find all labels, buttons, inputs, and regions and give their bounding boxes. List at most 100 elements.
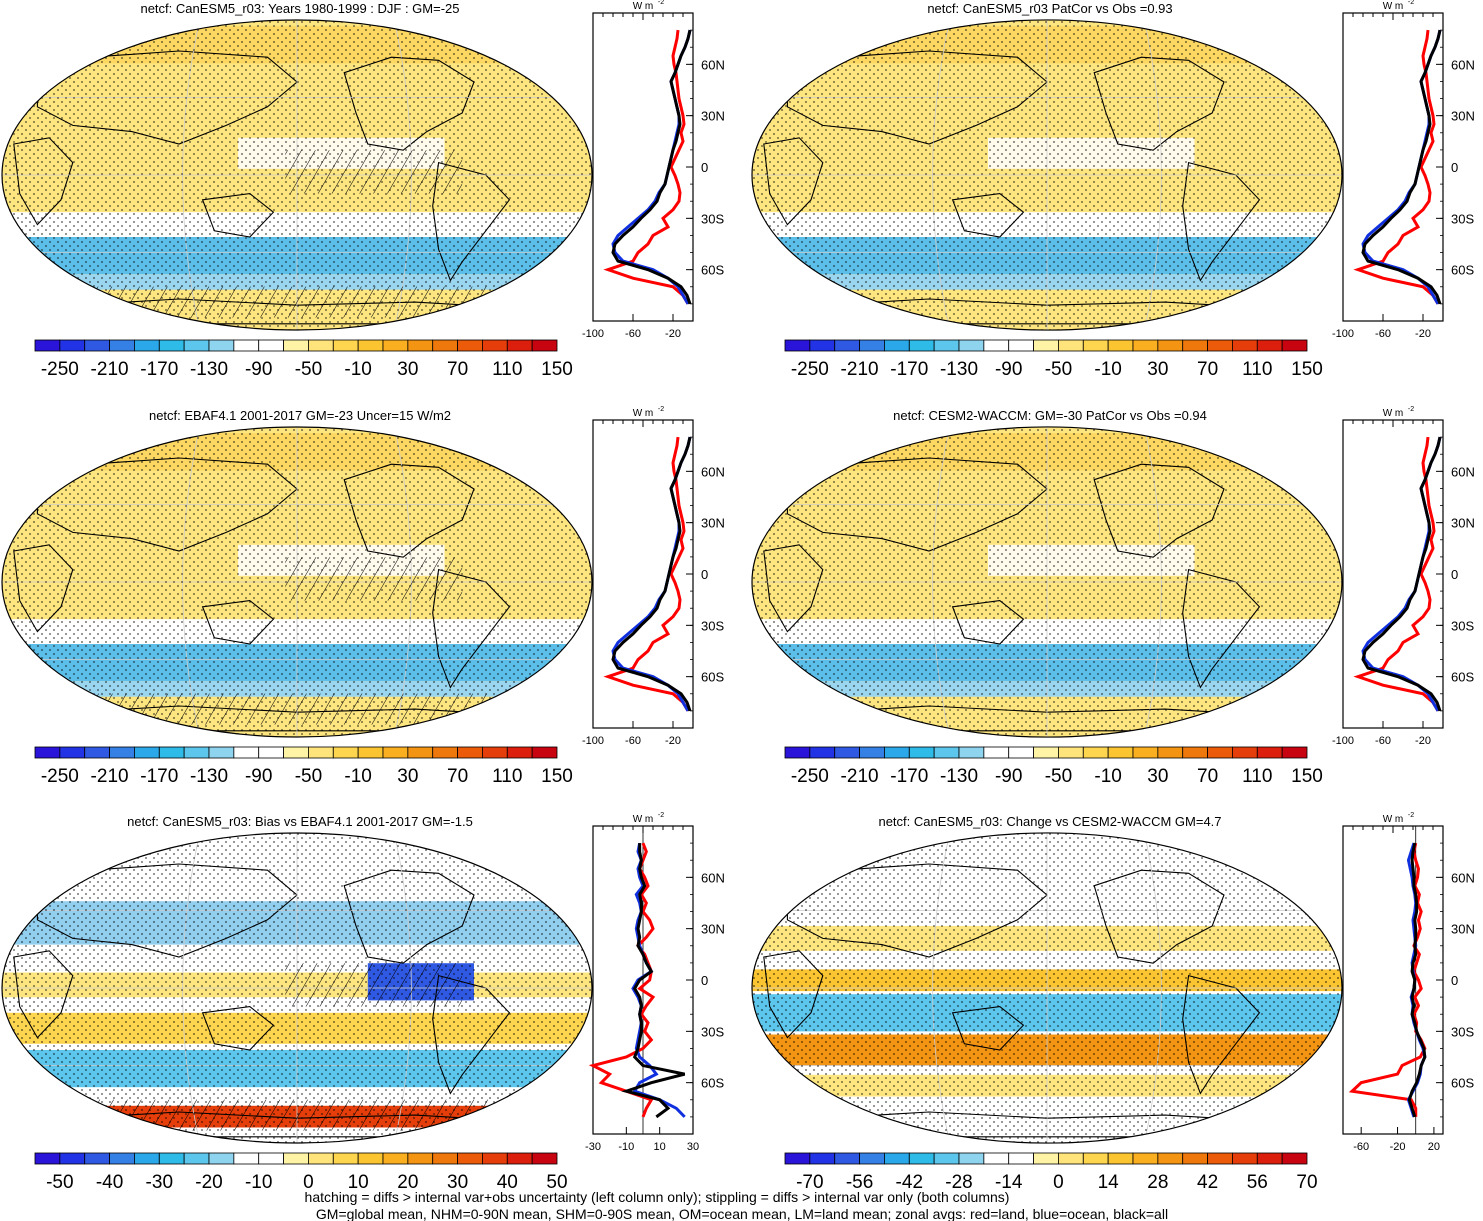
colorbar-label: -30 [146,1172,173,1193]
zonal-lat-label: 30S [1451,618,1474,633]
colorbar-label: -70 [796,1172,823,1193]
zonal-lat-label: 60S [701,670,724,685]
colorbar-box-9 [258,746,284,759]
colorbar-box-15 [407,1152,434,1165]
zonal-lat-label: 60S [1451,1076,1474,1091]
colorbar-box-12 [332,1152,359,1165]
zonal-lat-label: 30N [1451,922,1475,937]
colorbar-box-13 [357,1152,384,1165]
colorbar-box-1 [59,1152,86,1165]
colorbar-label: 30 [1147,359,1168,380]
colorbar-box-19 [506,1152,533,1165]
colorbar-box-16 [432,746,458,759]
zonal-x-tick-label: -20 [1390,1141,1406,1153]
colorbar-box-2 [834,1152,860,1165]
colorbar-label: -210 [841,359,879,380]
map-field [2,20,592,330]
zonal-units-label: W m [633,408,654,419]
zonal-lat-label: 60N [701,57,725,72]
colorbar-box-16 [1182,1152,1208,1165]
colorbar-box-0 [34,1152,61,1165]
colorbar-box-20 [531,339,558,352]
colorbar-box-8 [983,339,1010,352]
colorbar-box-9 [1008,339,1034,352]
zonal-x-tick-label: -20 [665,328,681,340]
zonal-units-label: W m [1383,814,1404,825]
zonal-units-exponent: -2 [1408,0,1414,6]
zonal-x-tick-label: 20 [1428,1141,1440,1153]
colorbar-label: 40 [497,1172,518,1193]
colorbar-box-14 [382,1152,409,1165]
colorbar-box-20 [1281,746,1308,759]
zonal-line-land [603,29,690,305]
colorbar-box-13 [1107,339,1134,352]
zonal-units-exponent: -2 [1408,406,1414,413]
hatching-southern [31,286,563,318]
colorbar-box-20 [1281,1152,1308,1165]
colorbar-box-11 [1058,339,1084,352]
hatching-southern [31,693,563,725]
colorbar-box-12 [1082,339,1109,352]
zonal-units-exponent: -2 [658,812,664,819]
zonal-lat-label: 30N [701,922,725,937]
colorbar-box-5 [158,339,185,352]
panel-p2: netcf: CanESM5_r03 PatCor vs Obs =0.93 -2… [751,0,1475,380]
colorbar-label: -10 [344,766,371,787]
colorbar-box-16 [432,1152,458,1165]
colorbar-box-14 [1132,1152,1159,1165]
colorbar-box-4 [884,1152,910,1165]
colorbar-box-1 [809,746,836,759]
zonal-lat-label: 30S [701,1024,724,1039]
colorbar-label: -10 [1094,766,1121,787]
colorbar-box-13 [1107,746,1134,759]
zonal-line-all [1361,29,1442,305]
colorbar-box-11 [308,339,334,352]
zonal-lat-label: 0 [1451,160,1458,175]
colorbar-box-15 [1157,339,1184,352]
colorbar-box-17 [457,1152,483,1165]
zonal-x-tick-label: -60 [625,735,641,747]
colorbar-box-17 [457,339,483,352]
zonal-line-all [1361,436,1442,712]
colorbar-label: -90 [245,766,272,787]
colorbar-label: 110 [492,359,522,380]
colorbar-box-15 [407,746,434,759]
zonal-lat-label: 0 [701,160,708,175]
colorbar-box-18 [1232,746,1258,759]
colorbar-label: 70 [447,359,468,380]
colorbar-box-13 [357,746,384,759]
zonal-lat-label: 60N [701,870,725,885]
colorbar-label: -50 [1045,766,1072,787]
colorbar-label: -20 [195,1172,222,1193]
zonal-line-land [1353,436,1440,712]
colorbar-box-7 [208,746,235,759]
zonal-x-tick-label: -20 [1415,328,1431,340]
colorbar-box-17 [457,746,483,759]
colorbar-box-8 [983,746,1010,759]
zonal-lat-label: 30S [1451,211,1474,226]
zonal-x-tick-label: -60 [1375,735,1391,747]
colorbar-label: -50 [46,1172,73,1193]
zonal-line-land [603,436,690,712]
colorbar-box-14 [1132,746,1159,759]
colorbar-label: -130 [940,766,978,787]
colorbar-box-11 [308,1152,334,1165]
panel-p1: netcf: CanESM5_r03: Years 1980-1999 : DJ… [1,0,725,380]
colorbar-box-14 [1132,339,1159,352]
colorbar-box-5 [158,1152,185,1165]
map-field [752,832,1342,1144]
colorbar-label: 110 [1242,766,1272,787]
colorbar-label: 28 [1147,1172,1168,1193]
footer-line-1: hatching = diffs > internal var+obs unce… [305,1189,1010,1205]
colorbar-box-4 [134,339,160,352]
zonal-x-tick-label: -20 [1415,735,1431,747]
stippling-overlay [752,427,1342,737]
colorbar-box-14 [382,339,409,352]
colorbar-label: 0 [303,1172,314,1193]
zonal-lat-label: 0 [1451,567,1458,582]
colorbar-box-19 [506,746,533,759]
zonal-x-tick-label: 10 [654,1141,666,1153]
colorbar-box-10 [283,1152,309,1165]
colorbar-label: -170 [140,766,178,787]
zonal-x-tick-label: -100 [582,735,604,747]
